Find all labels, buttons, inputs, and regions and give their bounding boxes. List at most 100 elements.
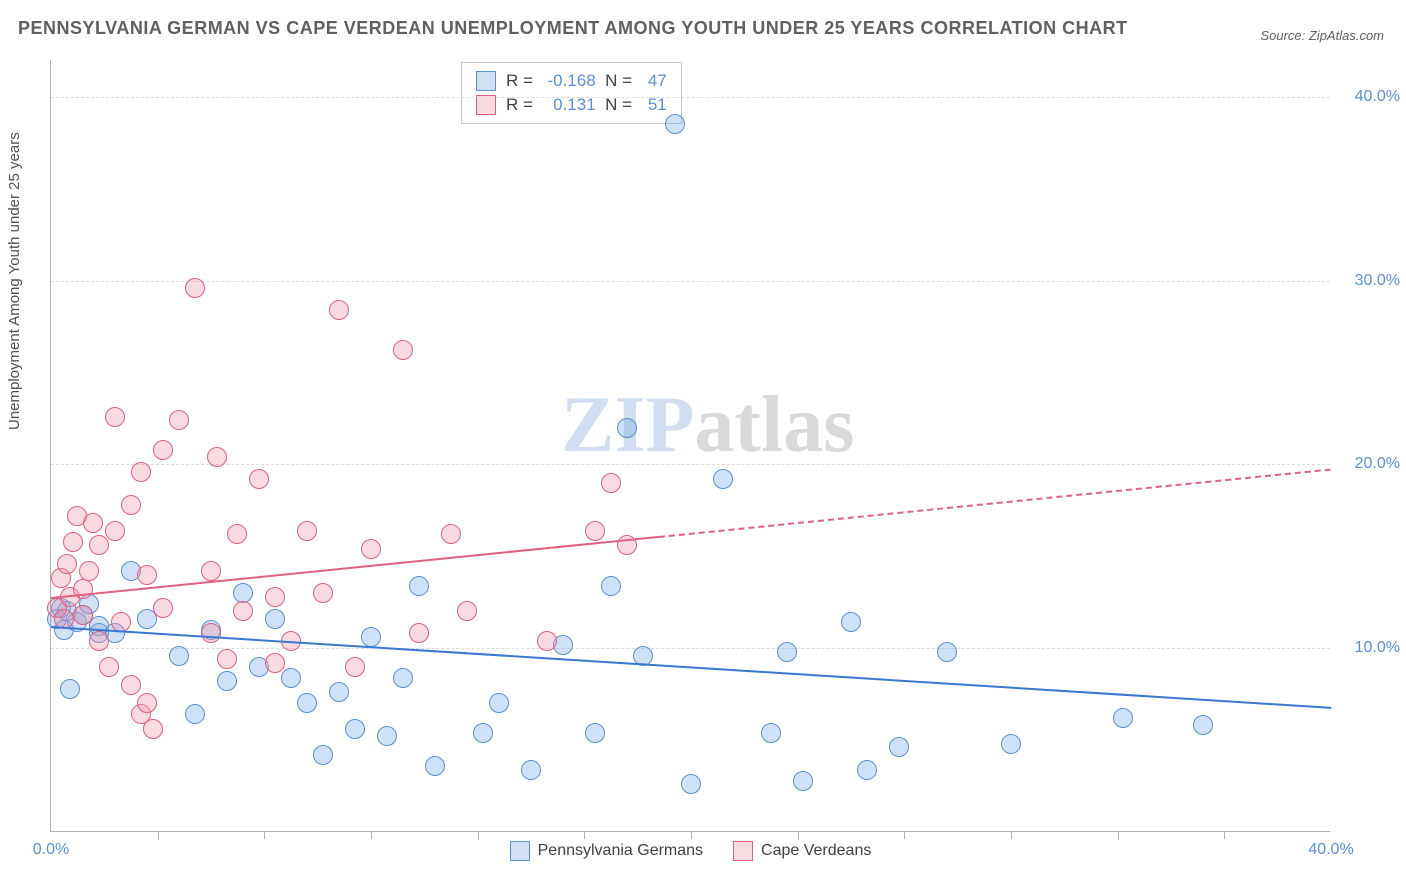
data-point — [345, 657, 365, 677]
data-point — [185, 704, 205, 724]
data-point — [169, 646, 189, 666]
data-point — [409, 576, 429, 596]
y-axis-label: Unemployment Among Youth under 25 years — [6, 132, 23, 430]
watermark-atlas: atlas — [694, 381, 854, 469]
x-tick — [371, 831, 372, 839]
data-point — [217, 649, 237, 669]
correlation-stats-box: R = -0.168 N = 47 R = 0.131 N = 51 — [461, 62, 682, 124]
data-point — [99, 657, 119, 677]
data-point — [441, 524, 461, 544]
y-tick-label: 10.0% — [1340, 639, 1400, 657]
x-tick-label: 40.0% — [1308, 841, 1353, 859]
data-point — [73, 605, 93, 625]
gridline — [51, 648, 1330, 649]
data-point — [409, 623, 429, 643]
data-point — [143, 719, 163, 739]
data-point — [185, 278, 205, 298]
legend-label-1: Pennsylvania Germans — [538, 842, 703, 860]
data-point — [313, 745, 333, 765]
data-point — [265, 653, 285, 673]
data-point — [131, 462, 151, 482]
data-point — [457, 601, 477, 621]
data-point — [345, 719, 365, 739]
legend-swatch-1 — [510, 841, 530, 861]
x-tick — [158, 831, 159, 839]
data-point — [361, 627, 381, 647]
data-point — [361, 539, 381, 559]
data-point — [937, 642, 957, 662]
data-point — [857, 760, 877, 780]
trend-line — [51, 626, 1331, 709]
data-point — [137, 693, 157, 713]
y-tick-label: 20.0% — [1340, 455, 1400, 473]
data-point — [153, 598, 173, 618]
data-point — [777, 642, 797, 662]
x-tick-label: 0.0% — [33, 841, 69, 859]
data-point — [63, 532, 83, 552]
gridline — [51, 464, 1330, 465]
data-point — [681, 774, 701, 794]
x-tick — [264, 831, 265, 839]
data-point — [793, 771, 813, 791]
data-point — [89, 535, 109, 555]
data-point — [1001, 734, 1021, 754]
legend: Pennsylvania Germans Cape Verdeans — [51, 841, 1330, 861]
data-point — [585, 723, 605, 743]
data-point — [60, 679, 80, 699]
stat-swatch — [476, 95, 496, 115]
data-point — [201, 623, 221, 643]
legend-item-cape-verdeans: Cape Verdeans — [733, 841, 871, 861]
data-point — [713, 469, 733, 489]
data-point — [233, 583, 253, 603]
data-point — [393, 340, 413, 360]
x-tick — [1118, 831, 1119, 839]
stat-text: R = -0.168 N = 47 — [506, 71, 667, 91]
data-point — [249, 469, 269, 489]
gridline — [51, 281, 1330, 282]
data-point — [265, 609, 285, 629]
source-attribution: Source: ZipAtlas.com — [1260, 28, 1384, 43]
data-point — [83, 513, 103, 533]
data-point — [89, 631, 109, 651]
data-point — [601, 473, 621, 493]
data-point — [169, 410, 189, 430]
data-point — [227, 524, 247, 544]
data-point — [377, 726, 397, 746]
data-point — [1193, 715, 1213, 735]
trend-line — [659, 468, 1331, 538]
legend-item-pennsylvania-germans: Pennsylvania Germans — [510, 841, 703, 861]
data-point — [1113, 708, 1133, 728]
watermark: ZIPatlas — [561, 380, 854, 471]
data-point — [313, 583, 333, 603]
stat-swatch — [476, 71, 496, 91]
data-point — [297, 521, 317, 541]
data-point — [217, 671, 237, 691]
x-tick — [478, 831, 479, 839]
data-point — [329, 300, 349, 320]
data-point — [841, 612, 861, 632]
data-point — [137, 565, 157, 585]
stat-row: R = -0.168 N = 47 — [476, 69, 667, 93]
data-point — [393, 668, 413, 688]
data-point — [297, 693, 317, 713]
gridline — [51, 97, 1330, 98]
data-point — [521, 760, 541, 780]
data-point — [57, 554, 77, 574]
data-point — [665, 114, 685, 134]
data-point — [329, 682, 349, 702]
data-point — [201, 561, 221, 581]
data-point — [473, 723, 493, 743]
data-point — [233, 601, 253, 621]
chart-title: PENNSYLVANIA GERMAN VS CAPE VERDEAN UNEM… — [18, 18, 1128, 39]
stat-text: R = 0.131 N = 51 — [506, 95, 667, 115]
data-point — [265, 587, 285, 607]
data-point — [889, 737, 909, 757]
data-point — [153, 440, 173, 460]
data-point — [105, 407, 125, 427]
legend-swatch-2 — [733, 841, 753, 861]
scatter-plot-area: ZIPatlas R = -0.168 N = 47 R = 0.131 N = … — [50, 60, 1330, 832]
legend-label-2: Cape Verdeans — [761, 842, 871, 860]
data-point — [105, 521, 125, 541]
data-point — [585, 521, 605, 541]
data-point — [601, 576, 621, 596]
